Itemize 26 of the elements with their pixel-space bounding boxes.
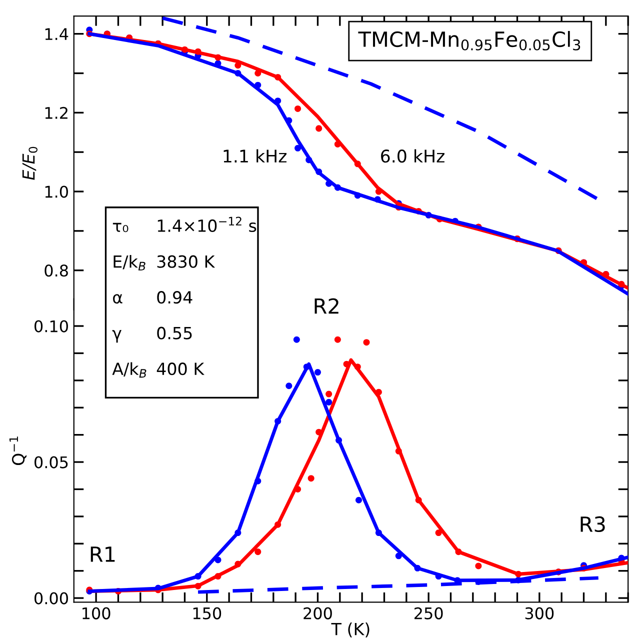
annotation: R1 — [90, 546, 115, 562]
y-tick-label: 0.05 — [34, 456, 68, 468]
x-tick-label: 200 — [304, 607, 332, 620]
annotation: 6.0 kHz — [381, 149, 444, 163]
text: α 0.94 — [113, 291, 192, 304]
text: γ 0.55 — [112, 326, 192, 343]
y-tick-label: 1.2 — [45, 106, 68, 119]
annotation: A/k$_{B}$ 400 K — [112, 362, 204, 378]
y-tick-label: 1.0 — [45, 186, 68, 198]
x-tick-label: 150 — [193, 607, 222, 620]
text: τ₀ 1.4×10$^{−12}$ s — [112, 216, 256, 232]
y-tick-label: 0.10 — [34, 320, 68, 332]
x-tick-label: 100 — [82, 607, 110, 620]
x-tick-label: 250 — [414, 607, 443, 620]
x-axis-title: T (K) — [331, 622, 370, 638]
annotation: R2 — [314, 298, 338, 314]
x-tick-label: 300 — [525, 607, 554, 620]
y-axis-title: E/E$_{0}$ — [22, 146, 38, 180]
y-axis-title: Q$^{−1}$ — [9, 436, 26, 466]
text: TMCM-Mn$_{0.95}$Fe$_{0.05}$Cl$_{3}$ — [358, 30, 580, 50]
y-tick-label: 1.4 — [45, 28, 68, 40]
y-tick-label: 0.00 — [34, 592, 68, 604]
annotation: R3 — [580, 516, 605, 532]
annotation: E/k$_{B}$ 3830 K — [114, 255, 216, 270]
annotation: 1.1 kHz — [224, 149, 286, 162]
y-tick-label: 0.8 — [44, 264, 68, 277]
